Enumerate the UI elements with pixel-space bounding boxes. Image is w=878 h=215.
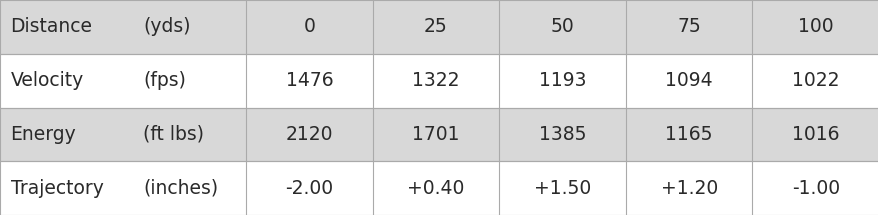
Text: 1701: 1701	[412, 125, 459, 144]
Text: -2.00: -2.00	[285, 179, 333, 198]
Text: 2120: 2120	[285, 125, 333, 144]
Text: 1476: 1476	[285, 71, 333, 90]
Text: 1385: 1385	[538, 125, 586, 144]
Text: Trajectory: Trajectory	[11, 179, 104, 198]
Text: Velocity: Velocity	[11, 71, 83, 90]
Text: 100: 100	[797, 17, 832, 36]
Text: 1322: 1322	[412, 71, 459, 90]
Text: 1193: 1193	[538, 71, 586, 90]
Text: 1165: 1165	[665, 125, 712, 144]
Text: +0.40: +0.40	[407, 179, 464, 198]
Text: Energy: Energy	[11, 125, 76, 144]
Text: (fps): (fps)	[143, 71, 186, 90]
Text: -1.00: -1.00	[791, 179, 838, 198]
Bar	[0, 0, 878, 54]
Text: +1.20: +1.20	[659, 179, 717, 198]
Text: (ft lbs): (ft lbs)	[143, 125, 204, 144]
Bar	[0, 54, 878, 108]
Text: (inches): (inches)	[143, 179, 218, 198]
Text: (yds): (yds)	[143, 17, 191, 36]
Text: 25: 25	[423, 17, 448, 36]
Text: 1016: 1016	[791, 125, 838, 144]
Text: 1022: 1022	[791, 71, 838, 90]
Text: 50: 50	[550, 17, 574, 36]
Text: 75: 75	[676, 17, 701, 36]
Text: +1.50: +1.50	[533, 179, 591, 198]
Text: 0: 0	[303, 17, 315, 36]
Bar	[0, 108, 878, 161]
Bar	[0, 161, 878, 215]
Text: Distance: Distance	[11, 17, 92, 36]
Text: 1094: 1094	[665, 71, 712, 90]
